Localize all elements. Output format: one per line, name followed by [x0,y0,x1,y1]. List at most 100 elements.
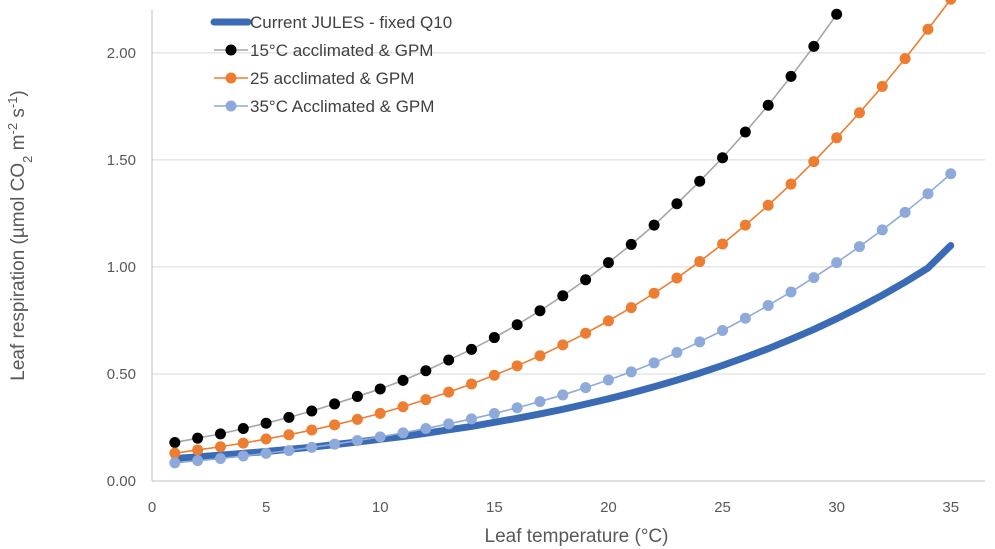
data-point [329,398,341,410]
legend-item: 25 acclimated & GPM [214,69,414,88]
series-group [169,0,957,469]
data-point [329,419,341,431]
x-tick-label: 35 [942,499,959,516]
data-point [237,423,249,435]
legend-item: Current JULES - fixed Q10 [210,13,452,32]
legend-label: 25 acclimated & GPM [250,69,414,88]
data-point [397,427,409,439]
data-point [762,99,774,111]
y-axis-title: Leaf respiration (µmol CO2 m-2 s-1) [5,90,35,381]
data-point [876,80,888,92]
data-point [739,312,751,324]
data-point [557,339,569,351]
data-point [420,394,432,406]
data-point [762,199,774,211]
data-point [260,433,272,445]
data-point [625,366,637,378]
series-line [174,0,952,454]
data-point [169,436,181,448]
data-point [214,453,226,465]
data-point [831,132,843,144]
data-point [192,455,204,467]
data-point [853,241,865,253]
data-point [602,257,614,269]
y-axis-title-part: Leaf respiration (µmol CO [8,163,29,381]
series-line [171,242,955,463]
data-point [260,447,272,459]
x-tick-label: 20 [600,499,617,516]
data-point [306,424,318,436]
data-point [192,432,204,444]
data-point [785,178,797,190]
data-point [808,156,820,168]
data-point [694,336,706,348]
x-tick-label: 5 [262,499,270,516]
data-point [648,219,660,231]
data-point [374,431,386,443]
data-point [466,343,478,355]
y-axis-title-part: -1 [5,97,20,109]
data-point [214,428,226,440]
legend: Current JULES - fixed Q10 15°C acclimated… [210,13,452,116]
data-point [945,0,957,5]
y-tick-label: 1.50 [107,152,136,169]
data-point [602,374,614,386]
data-point [808,40,820,52]
data-point [557,389,569,401]
legend-swatch-marker [225,100,237,112]
data-point [945,168,957,180]
data-point [831,257,843,269]
series-0 [171,242,955,463]
data-point [534,305,546,317]
data-point [831,8,843,20]
legend-swatch-marker [225,44,237,56]
legend-label: 15°C acclimated & GPM [250,41,433,60]
series-1 [169,8,843,448]
data-point [466,413,478,425]
data-point [717,152,729,164]
data-point [922,188,934,200]
data-point [351,435,363,447]
data-point [717,324,729,336]
data-point [853,107,865,119]
x-tick-label: 10 [372,499,389,516]
data-point [785,70,797,82]
series-3 [169,168,957,469]
data-point [306,441,318,453]
data-point [648,287,660,299]
data-point [534,396,546,408]
axes: 0.00 0.50 1.00 1.50 2.00 0 5 10 15 20 25 30 35 [107,10,985,516]
data-point [739,126,751,138]
data-point [283,411,295,423]
data-point [192,444,204,456]
data-point [717,238,729,250]
legend-label: Current JULES - fixed Q10 [250,13,452,32]
data-point [580,327,592,339]
data-point [420,365,432,377]
legend-label: 35°C Acclimated & GPM [250,97,434,116]
data-point [762,299,774,311]
legend-swatch-marker [225,72,237,84]
y-axis-title-part: -2 [5,123,20,135]
data-point [625,238,637,250]
data-point [488,408,500,420]
data-point [785,286,797,298]
x-tick-label: 25 [714,499,731,516]
data-point [488,369,500,381]
data-point [397,374,409,386]
data-point [511,360,523,372]
y-tick-label: 0.50 [107,366,136,383]
x-tick-label: 15 [486,499,503,516]
data-point [899,53,911,65]
y-axis-title-part: ) [8,90,29,96]
data-point [169,457,181,469]
y-tick-label: 2.00 [107,45,136,62]
data-point [739,219,751,231]
data-point [237,450,249,462]
data-point [557,290,569,302]
y-axis-title-part: 2 [20,156,35,163]
data-point [534,350,546,362]
data-point [876,224,888,236]
data-point [169,447,181,459]
data-point [671,198,683,210]
